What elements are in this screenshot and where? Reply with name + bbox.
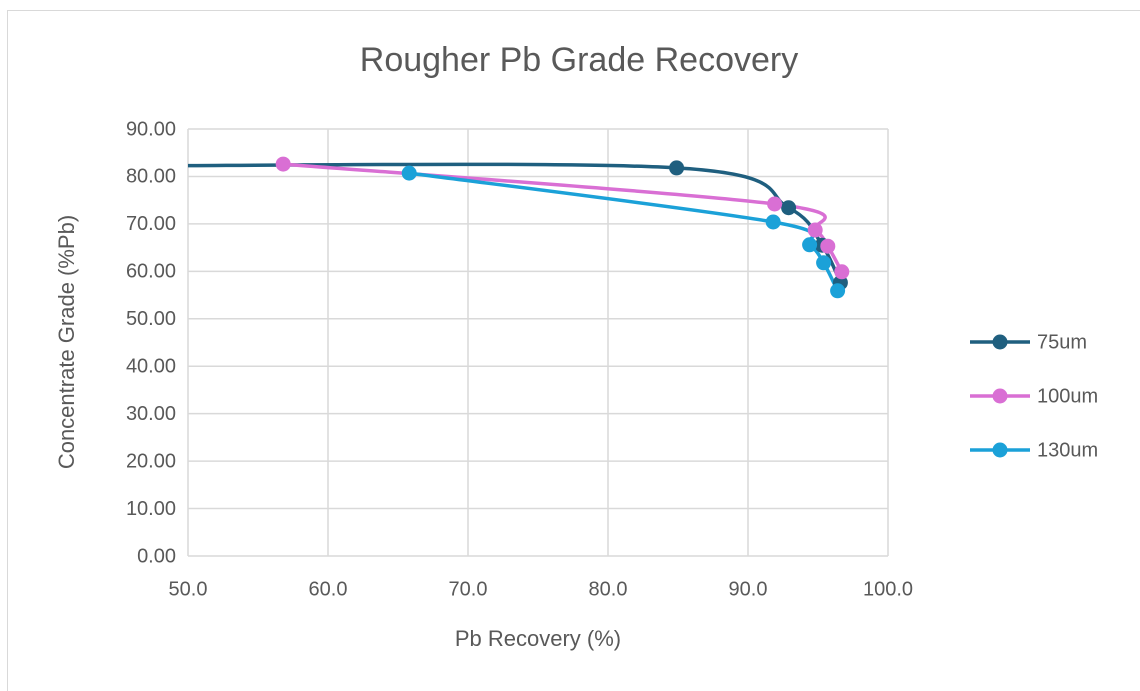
data-point (275, 156, 291, 172)
x-tick-label: 60.0 (309, 578, 348, 600)
chart-border (7, 10, 1140, 691)
labels: 0.00 10.00 20.00 30.00 40.00 50.00 60.00 70.00 8… (126, 118, 1098, 600)
x-tick-label: 90.0 (729, 578, 768, 600)
legend-marker (992, 442, 1008, 458)
x-tick-label: 80.0 (589, 578, 628, 600)
legend-label: 100um (1037, 385, 1098, 407)
legend-label: 75um (1037, 331, 1087, 353)
data-point (767, 196, 783, 212)
y-tick-label: 10.00 (126, 498, 176, 520)
data-point (669, 160, 685, 176)
y-axis-title: Concentrate Grade (%Pb) (54, 215, 79, 469)
y-tick-label: 50.00 (126, 308, 176, 330)
x-axis-title: Pb Recovery (%) (455, 626, 621, 651)
y-tick-label: 30.00 (126, 403, 176, 425)
grid (187, 128, 889, 557)
data-point (807, 222, 823, 238)
y-tick-label: 80.00 (126, 166, 176, 188)
y-tick-label: 60.00 (126, 261, 176, 283)
data-point (765, 214, 781, 230)
data-point (802, 237, 818, 253)
data-point (834, 264, 850, 280)
data-point (816, 255, 832, 271)
y-tick-label: 40.00 (126, 356, 176, 378)
y-tick-label: 70.00 (126, 213, 176, 235)
y-tick-label: 20.00 (126, 450, 176, 472)
x-tick-label: 100.0 (863, 578, 913, 600)
data-point (781, 200, 797, 216)
y-tick-label: 90.00 (126, 118, 176, 140)
data-point (401, 165, 417, 181)
y-tick-label: 0.00 (137, 545, 176, 567)
series-markers (275, 156, 850, 299)
data-point (830, 283, 846, 299)
x-tick-label: 70.0 (449, 578, 488, 600)
x-tick-label: 50.0 (169, 578, 208, 600)
chart-title: Rougher Pb Grade Recovery (360, 41, 798, 79)
legend-marker (992, 388, 1008, 404)
legend-marker (992, 334, 1008, 350)
data-point (820, 238, 836, 254)
legend-label: 130um (1037, 439, 1098, 461)
